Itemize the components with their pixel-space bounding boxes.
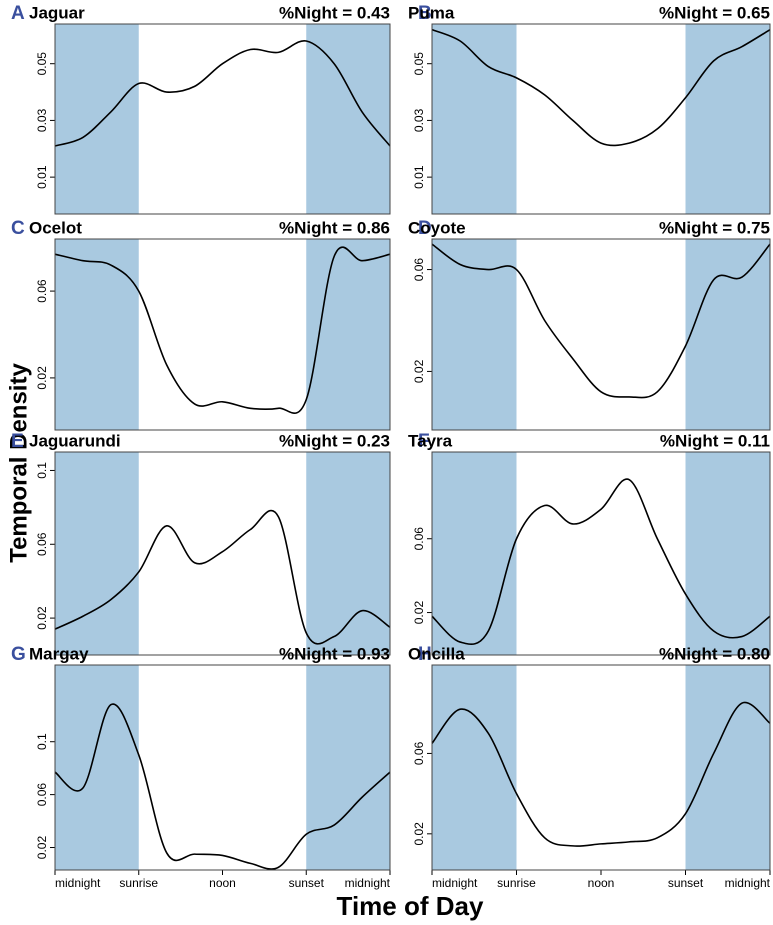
- panel-letter: E: [11, 431, 24, 452]
- y-tick-label: 0.06: [35, 279, 49, 303]
- night-annotation: %Night = 0.43: [279, 3, 390, 22]
- y-tick-label: 0.01: [412, 165, 426, 189]
- y-tick-label: 0.03: [412, 108, 426, 132]
- panel-title: Jaguarundi: [29, 431, 121, 450]
- panel-title: Puma: [408, 3, 455, 22]
- panel-letter: B: [418, 3, 432, 24]
- night-shade: [685, 24, 770, 214]
- panel-letter: D: [418, 218, 432, 239]
- x-tick-label: sunrise: [119, 876, 158, 890]
- y-tick-label: 0.02: [35, 606, 49, 630]
- night-shade: [432, 452, 517, 655]
- plot-frame: [431, 451, 771, 656]
- y-tick-label: 0.1: [35, 733, 49, 750]
- y-tick-label: 0.02: [412, 822, 426, 846]
- density-line: [54, 40, 391, 147]
- night-shade: [685, 665, 770, 870]
- night-annotation: %Night = 0.75: [659, 218, 770, 237]
- night-shade: [432, 239, 517, 430]
- plot-frame: [54, 238, 391, 431]
- panel-title: Tayra: [408, 431, 453, 450]
- y-axis-label: Temporal Density: [5, 363, 32, 563]
- night-shade: [306, 239, 390, 430]
- night-annotation: %Night = 0.93: [279, 644, 390, 663]
- x-tick-label: midnight: [345, 876, 391, 890]
- panel: 0.01 0.03 0.05 A Jaguar %Night = 0.43: [11, 3, 391, 215]
- night-shade: [306, 24, 390, 214]
- panel-letter: C: [11, 218, 25, 239]
- panel-title: Jaguar: [29, 3, 85, 22]
- panel-letter: F: [418, 431, 430, 452]
- y-tick-label: 0.06: [412, 741, 426, 765]
- panel-title: Coyote: [408, 218, 466, 237]
- night-annotation: %Night = 0.80: [659, 644, 770, 663]
- y-tick-label: 0.1: [35, 462, 49, 479]
- night-shade: [55, 665, 139, 870]
- density-line: [54, 246, 391, 414]
- panel: 0.02 0.06 C Ocelot %Night = 0.86: [11, 218, 391, 431]
- panel: 0.02 0.06 midnight sunrise noon sunset midnigh…: [408, 644, 771, 890]
- panel: 0.02 0.06 0.1 midnight sunrise noon sunset midn…: [11, 644, 391, 890]
- y-tick-label: 0.02: [412, 601, 426, 625]
- night-shade: [432, 24, 517, 214]
- night-annotation: %Night = 0.86: [279, 218, 390, 237]
- panel: 0.02 0.06 0.1 E Jaguarundi %Night = 0.23: [11, 431, 391, 656]
- y-tick-label: 0.06: [412, 258, 426, 282]
- panel-letter: H: [418, 644, 432, 665]
- density-line: [431, 28, 771, 147]
- panel-letter: A: [11, 3, 25, 24]
- y-tick-label: 0.02: [412, 359, 426, 383]
- night-annotation: %Night = 0.11: [660, 431, 770, 450]
- density-line: [54, 509, 391, 645]
- plot-frame: [54, 23, 391, 215]
- y-tick-label: 0.01: [35, 165, 49, 189]
- plot-frame: [54, 451, 391, 656]
- night-shade: [306, 665, 390, 870]
- night-shade: [55, 452, 139, 655]
- density-line: [431, 701, 771, 847]
- plot-frame: [54, 664, 391, 871]
- night-shade: [55, 239, 139, 430]
- panel-title: Margay: [29, 644, 89, 663]
- y-tick-label: 0.02: [35, 366, 49, 390]
- panel-title: Ocelot: [29, 218, 82, 237]
- x-axis-label: Time of Day: [337, 891, 484, 921]
- night-annotation: %Night = 0.23: [279, 431, 390, 450]
- density-line: [431, 478, 771, 645]
- x-tick-label: midnight: [55, 876, 101, 890]
- plot-frame: [431, 23, 771, 215]
- night-annotation: %Night = 0.65: [659, 3, 770, 22]
- night-shade: [55, 24, 139, 214]
- panel-letter: G: [11, 644, 26, 665]
- plot-frame: [431, 664, 771, 871]
- y-tick-label: 0.05: [35, 52, 49, 76]
- plot-frame: [431, 238, 771, 431]
- y-tick-label: 0.06: [35, 532, 49, 556]
- x-tick-label: sunset: [668, 876, 704, 890]
- x-tick-label: midnight: [432, 876, 478, 890]
- x-tick-label: midnight: [725, 876, 771, 890]
- night-shade: [306, 452, 390, 655]
- y-tick-label: 0.02: [35, 836, 49, 860]
- x-tick-label: noon: [588, 876, 615, 890]
- night-shade: [685, 452, 770, 655]
- y-tick-label: 0.05: [412, 52, 426, 76]
- y-tick-label: 0.06: [35, 783, 49, 807]
- night-shade: [685, 239, 770, 430]
- x-tick-label: sunrise: [497, 876, 536, 890]
- y-tick-label: 0.03: [35, 108, 49, 132]
- panel-title: Oncilla: [408, 644, 465, 663]
- density-line: [54, 703, 391, 870]
- x-tick-label: noon: [209, 876, 236, 890]
- x-tick-label: sunset: [289, 876, 325, 890]
- density-line: [431, 243, 771, 399]
- y-tick-label: 0.06: [412, 527, 426, 551]
- night-shade: [432, 665, 517, 870]
